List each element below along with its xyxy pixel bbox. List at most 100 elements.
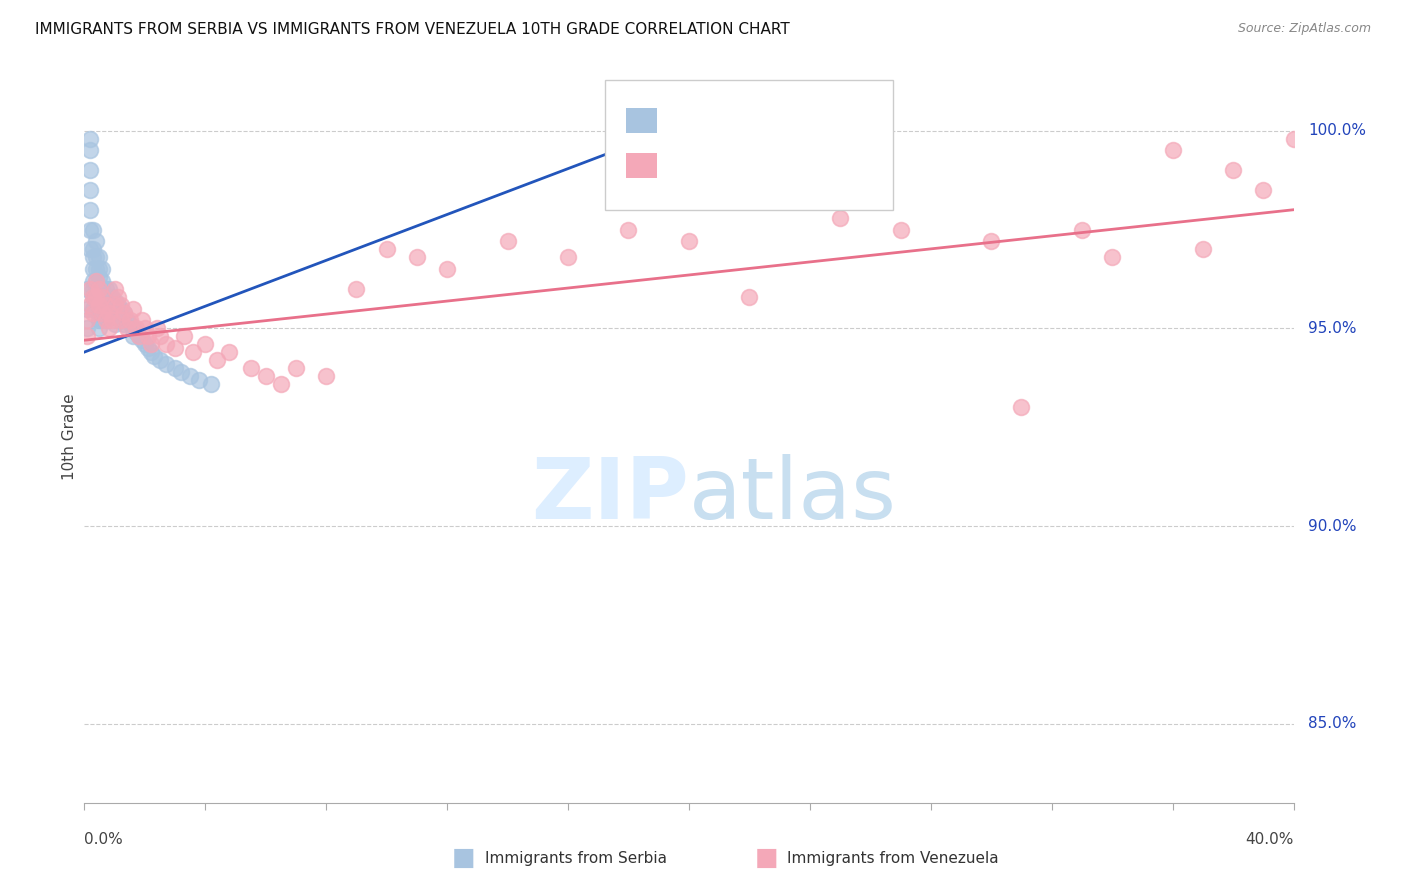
Text: Source: ZipAtlas.com: Source: ZipAtlas.com bbox=[1237, 22, 1371, 36]
Point bbox=[97, 305, 120, 319]
Point bbox=[86, 290, 108, 304]
Point bbox=[121, 321, 143, 335]
Point bbox=[86, 250, 108, 264]
Point bbox=[139, 345, 162, 359]
Text: R = 0.413   N = 79: R = 0.413 N = 79 bbox=[665, 110, 849, 128]
Point bbox=[170, 365, 193, 379]
Text: Immigrants from Venezuela: Immigrants from Venezuela bbox=[787, 851, 1000, 865]
Point bbox=[1011, 401, 1033, 415]
Point bbox=[118, 313, 141, 327]
Point bbox=[97, 293, 120, 308]
Point bbox=[165, 341, 187, 355]
Point bbox=[112, 305, 135, 319]
Point bbox=[1192, 242, 1215, 256]
Point bbox=[128, 329, 150, 343]
Point bbox=[79, 183, 101, 197]
Point bbox=[79, 131, 101, 145]
Point bbox=[239, 360, 262, 375]
Text: ■: ■ bbox=[453, 847, 475, 870]
Point bbox=[89, 305, 111, 319]
Point bbox=[82, 250, 104, 264]
Point bbox=[97, 282, 120, 296]
Point bbox=[110, 298, 132, 312]
Point bbox=[94, 298, 117, 312]
Point bbox=[91, 313, 114, 327]
Point bbox=[89, 290, 111, 304]
Point bbox=[107, 298, 129, 312]
Point bbox=[94, 313, 117, 327]
Point bbox=[94, 313, 117, 327]
Point bbox=[218, 345, 240, 359]
Point bbox=[94, 282, 117, 296]
Point bbox=[125, 321, 148, 335]
Point bbox=[136, 329, 159, 343]
Point bbox=[270, 376, 292, 391]
Point bbox=[142, 349, 165, 363]
Point bbox=[76, 313, 98, 327]
Point bbox=[104, 318, 127, 332]
Text: IMMIGRANTS FROM SERBIA VS IMMIGRANTS FROM VENEZUELA 10TH GRADE CORRELATION CHART: IMMIGRANTS FROM SERBIA VS IMMIGRANTS FRO… bbox=[35, 22, 790, 37]
Point bbox=[100, 298, 122, 312]
Text: 100.0%: 100.0% bbox=[1308, 123, 1367, 138]
Point bbox=[1071, 222, 1094, 236]
Point bbox=[86, 282, 108, 296]
Point bbox=[94, 298, 117, 312]
Point bbox=[97, 305, 120, 319]
Point bbox=[86, 274, 108, 288]
Point bbox=[82, 305, 104, 319]
Point bbox=[79, 144, 101, 158]
Point bbox=[1101, 250, 1123, 264]
Point bbox=[100, 313, 122, 327]
Point bbox=[97, 321, 120, 335]
Point bbox=[617, 222, 640, 236]
Text: 85.0%: 85.0% bbox=[1308, 716, 1357, 731]
Point bbox=[104, 282, 127, 296]
Point bbox=[79, 242, 101, 256]
Point bbox=[76, 329, 98, 343]
Point bbox=[94, 305, 117, 319]
Text: ZIP: ZIP bbox=[531, 454, 689, 537]
Point bbox=[188, 373, 211, 387]
Point bbox=[1222, 163, 1244, 178]
Point bbox=[115, 321, 138, 335]
Point bbox=[82, 301, 104, 316]
Point bbox=[118, 318, 141, 332]
Point bbox=[86, 290, 108, 304]
Point bbox=[1282, 131, 1305, 145]
Point bbox=[82, 274, 104, 288]
Text: R = 0.362   N = 66: R = 0.362 N = 66 bbox=[665, 154, 849, 172]
Point bbox=[86, 262, 108, 277]
Point bbox=[980, 235, 1002, 249]
Point bbox=[94, 290, 117, 304]
Point bbox=[107, 310, 129, 324]
Point bbox=[375, 242, 398, 256]
Point bbox=[79, 298, 101, 312]
Point bbox=[82, 222, 104, 236]
Point bbox=[79, 282, 101, 296]
Point bbox=[76, 321, 98, 335]
Point bbox=[100, 310, 122, 324]
Point bbox=[79, 163, 101, 178]
Point bbox=[82, 242, 104, 256]
Text: atlas: atlas bbox=[689, 454, 897, 537]
Text: 0.0%: 0.0% bbox=[84, 832, 124, 847]
Point bbox=[91, 290, 114, 304]
Point bbox=[110, 301, 132, 316]
Point bbox=[91, 274, 114, 288]
Point bbox=[107, 290, 129, 304]
Point bbox=[139, 337, 162, 351]
Point bbox=[89, 282, 111, 296]
Point bbox=[79, 222, 101, 236]
Point bbox=[678, 235, 700, 249]
Text: 90.0%: 90.0% bbox=[1308, 518, 1357, 533]
Point bbox=[194, 337, 217, 351]
Point bbox=[82, 290, 104, 304]
Point bbox=[436, 262, 458, 277]
Point bbox=[200, 376, 222, 391]
Point bbox=[128, 329, 150, 343]
Point bbox=[678, 123, 700, 137]
Text: ■: ■ bbox=[755, 847, 778, 870]
Point bbox=[104, 298, 127, 312]
Point bbox=[89, 313, 111, 327]
Point bbox=[89, 298, 111, 312]
